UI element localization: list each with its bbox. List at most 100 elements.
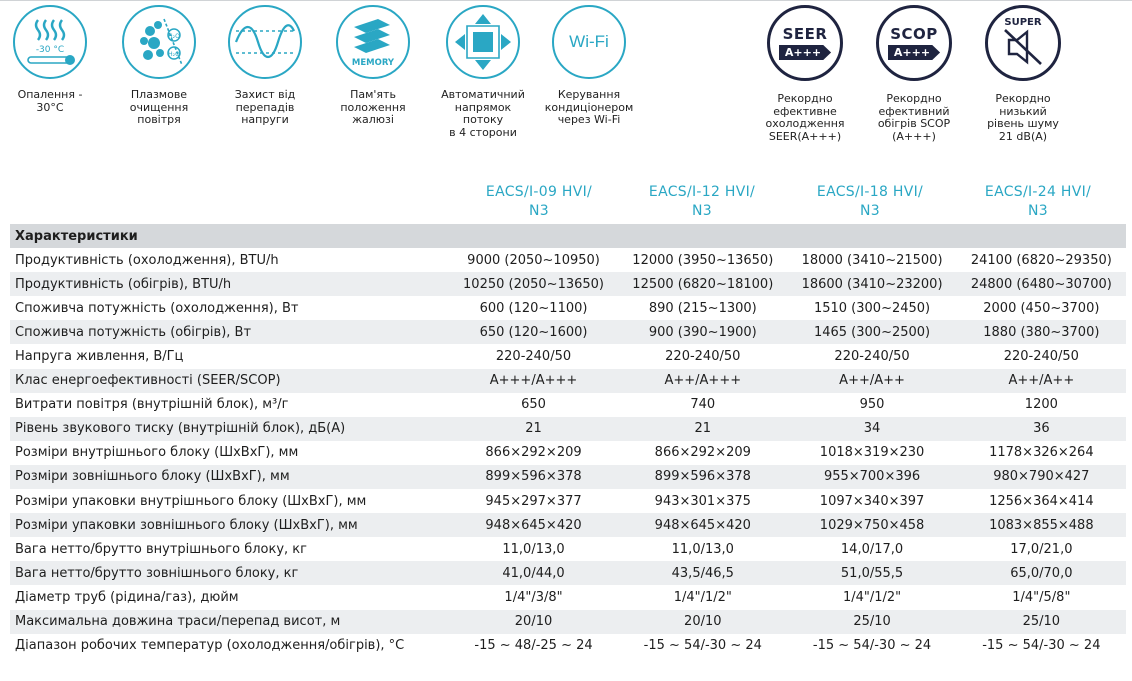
row-value: 25/10 [787,609,957,634]
row-value: 24800 (6480~30700) [956,272,1126,297]
scop-icon: SCOP A+++ [876,5,952,81]
plasma-icon: H₂O H₂O [122,5,196,79]
seer-class: A+++ [778,45,832,60]
row-value: 650 [448,392,619,417]
table-row: Вага нетто/брутто зовнішнього блоку, кг 4… [10,561,1126,586]
wifi-label: Wi-Fi [569,32,609,51]
table-header-row: Характеристики [10,224,1126,249]
badge-scop: SCOP A+++ Рекордно ефективний обігрів SC… [864,5,964,143]
seer-icon: SEER A+++ [767,5,843,81]
row-value: A++/A+++ [618,368,788,393]
row-value: -15 ~ 54/-30 ~ 24 [956,633,1126,658]
row-value: 36 [956,416,1126,441]
row-value: 9000 (2050~10950) [448,248,619,273]
row-value: 890 (215~1300) [618,296,788,321]
row-value: 18600 (3410~23200) [787,272,957,297]
table-row: Розміри упаковки зовнішнього блоку (ШхВх… [10,513,1126,538]
row-value: 866×292×209 [448,440,619,465]
row-value: 1097×340×397 [787,489,957,514]
row-value: 1465 (300~2500) [787,320,957,345]
row-label: Витрати повітря (внутрішній блок), м³/г [10,392,449,417]
row-value: 24100 (6820~29350) [956,248,1126,273]
memory-icon: MEMORY [336,5,410,79]
row-label: Клас енергоефективності (SEER/SCOP) [10,368,449,393]
row-label: Споживча потужність (охолодження), Вт [10,296,449,321]
table-row: Рівень звукового тиску (внутрішній блок)… [10,416,1126,441]
badge-scop-caption: Рекордно ефективний обігрів SCOP (A+++) [877,92,951,143]
row-value: 65,0/70,0 [956,561,1126,586]
row-label: Вага нетто/брутто внутрішнього блоку, кг [10,537,449,562]
table-row: Клас енергоефективності (SEER/SCOP) A+++/… [10,368,1126,393]
row-value: 12000 (3950~13650) [618,248,788,273]
row-value: 1200 [956,392,1126,417]
feature-wifi-caption: Керування кондиціонером через Wi-Fi [544,88,634,126]
table-row: Розміри зовнішнього блоку (ШхВхГ), мм 899… [10,464,1126,490]
row-value: 2000 (450~3700) [956,296,1126,321]
row-value: 1178×326×264 [956,440,1126,465]
row-value: 866×292×209 [618,440,788,465]
row-value: 899×596×378 [448,464,619,490]
row-label: Діапазон робочих температур (охолодження… [10,633,449,658]
row-value: 740 [618,392,788,417]
row-label: Рівень звукового тиску (внутрішній блок)… [10,416,449,441]
top-divider [0,0,1132,1]
svg-text:H₂O: H₂O [168,33,180,40]
row-value: -15 ~ 54/-30 ~ 24 [618,633,788,658]
row-value: 1/4"/3/8" [448,585,619,610]
spec-table: Характеристики Продуктивність (охолоджен… [10,224,1126,658]
row-value: 220-240/50 [956,344,1126,369]
row-value: 10250 (2050~13650) [448,272,619,297]
row-value: 1510 (300~2450) [787,296,957,321]
voltage-icon [228,5,302,79]
super-label: SUPER [1004,16,1042,28]
row-value: 1/4"/5/8" [956,585,1126,610]
row-value: 11,0/13,0 [618,537,788,562]
feature-airflow-caption: Автоматичний напрямок потоку в 4 сторони [441,88,525,139]
row-label: Напруга живлення, В/Гц [10,344,449,369]
feature-voltage-caption: Захист від перепадів напруги [234,88,296,126]
badge-super-silent-caption: Рекордно низький рівень шуму 21 dB(A) [987,92,1059,143]
row-value: 1083×855×488 [956,513,1126,538]
svg-text:H₂O: H₂O [168,51,180,58]
row-value: A+++/A+++ [448,368,619,393]
row-label: Вага нетто/брутто зовнішнього блоку, кг [10,561,449,586]
row-value: 25/10 [956,609,1126,634]
badge-seer: SEER A+++ Рекордно ефективне охолодження… [755,5,855,143]
row-value: 900 (390~1900) [618,320,788,345]
table-row: Продуктивність (обігрів), BTU/h 10250 (20… [10,272,1126,297]
table-row: Діапазон робочих температур (охолодження… [10,633,1126,658]
airflow-icon [446,5,520,79]
table-row: Споживча потужність (охолодження), Вт 600… [10,296,1126,321]
row-label: Розміри внутрішнього блоку (ШхВхГ), мм [10,440,449,465]
row-value: 17,0/21,0 [956,537,1126,562]
row-label: Діаметр труб (рідина/газ), дюйм [10,585,449,610]
model-header: EACS/I-09 HVI/N3 [485,184,593,219]
row-label: Розміри зовнішнього блоку (ШхВхГ), мм [10,464,449,490]
row-label: Споживча потужність (обігрів), Вт [10,320,449,345]
feature-plasma: H₂O H₂O Плазмове очищення повітря [109,5,209,127]
table-row: Продуктивність (охолодження), BTU/h 9000 … [10,248,1126,273]
row-value: 41,0/44,0 [448,561,619,586]
row-value: 1256×364×414 [956,489,1126,514]
feature-heating: -30 °C Опалення - 30°С [0,5,100,114]
row-value: 955×700×396 [787,464,957,490]
row-value: 51,0/55,5 [787,561,957,586]
row-value: 1880 (380~3700) [956,320,1126,345]
svg-text:-30 °C: -30 °C [36,45,64,55]
row-value: 14,0/17,0 [787,537,957,562]
row-value: 21 [618,416,788,441]
row-value: 948×645×420 [448,513,619,538]
row-value: 1/4"/1/2" [787,585,957,610]
row-value: 220-240/50 [787,344,957,369]
feature-heating-caption: Опалення - 30°С [17,88,83,114]
model-header: EACS/I-12 HVI/N3 [648,184,756,219]
row-value: 945×297×377 [448,489,619,514]
row-value: -15 ~ 48/-25 ~ 24 [448,633,619,658]
table-row: Витрати повітря (внутрішній блок), м³/г 6… [10,392,1126,417]
row-value: 34 [787,416,957,441]
row-value: 899×596×378 [618,464,788,490]
row-value: A++/A++ [956,368,1126,393]
row-value: 20/10 [448,609,619,634]
row-value: 12500 (6820~18100) [618,272,788,297]
row-label: Продуктивність (охолодження), BTU/h [10,248,449,273]
